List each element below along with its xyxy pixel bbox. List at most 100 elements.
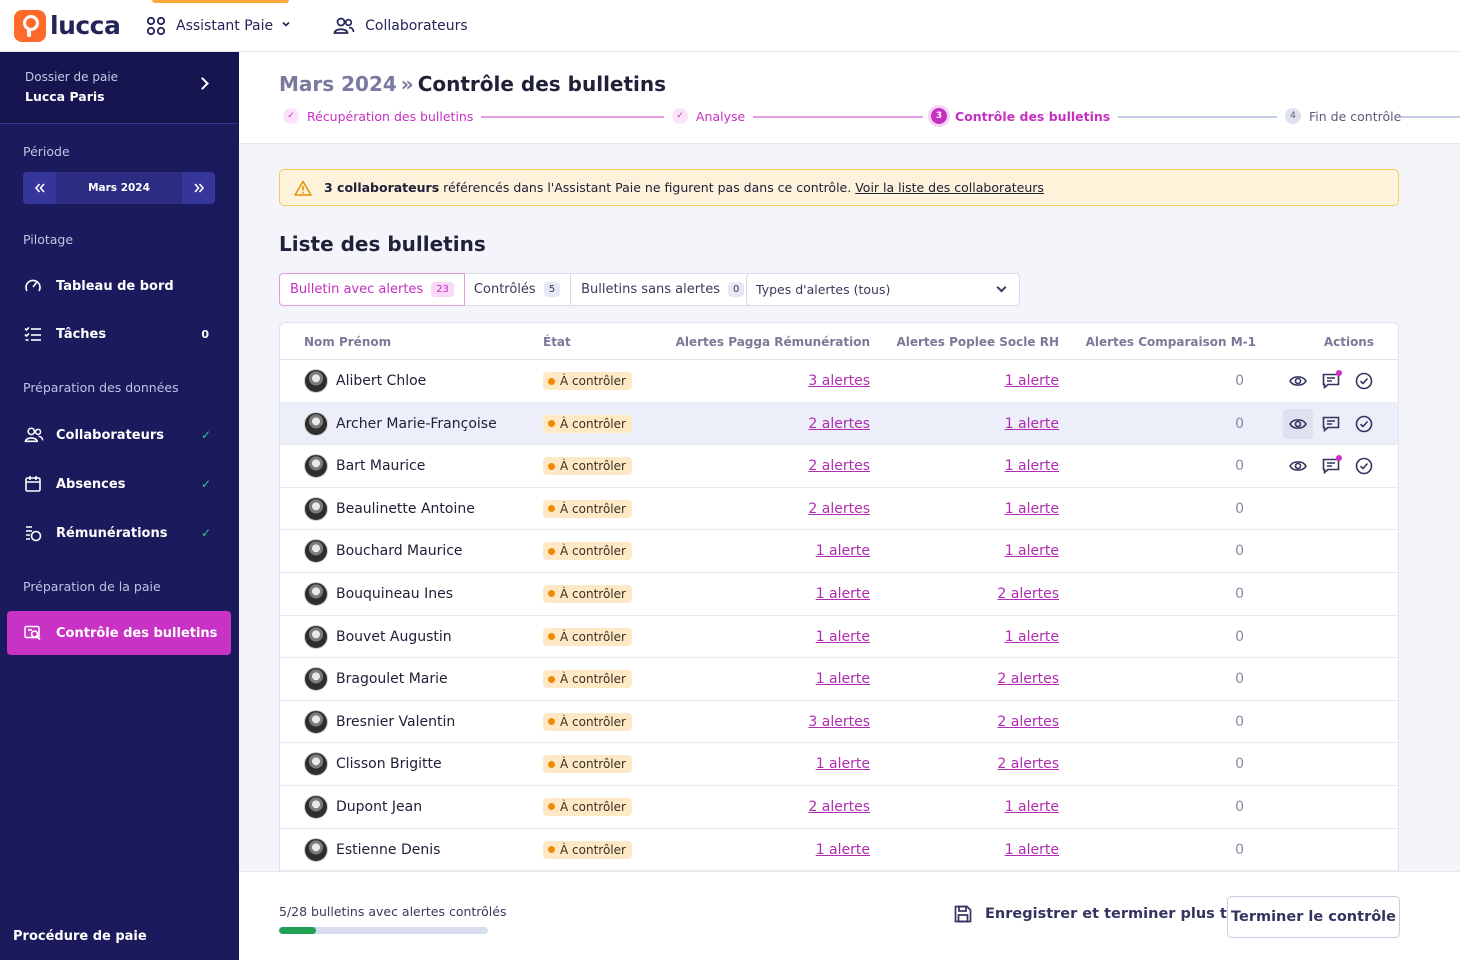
previous-period-button[interactable] bbox=[23, 172, 56, 204]
sidebar-item-collaborateurs[interactable]: Collaborateurs ✓ bbox=[7, 413, 231, 457]
nav-collaborateurs[interactable]: Collaborateurs bbox=[319, 0, 482, 52]
table-row[interactable]: Estienne Denis À contrôler 1 alerte 1 alert… bbox=[280, 829, 1398, 871]
pagga-alerts-link[interactable]: 3 alertes bbox=[808, 373, 870, 389]
comparison-cell: 0 bbox=[1235, 530, 1244, 572]
tab-bulletins-sans-alertes[interactable]: Bulletins sans alertes 0 bbox=[571, 274, 754, 305]
sidebar-item-remunerations[interactable]: Rémunérations ✓ bbox=[7, 511, 231, 555]
employee-cell: Bragoulet Marie bbox=[304, 658, 448, 700]
tab-controles[interactable]: Contrôlés 5 bbox=[464, 274, 572, 305]
finish-control-button[interactable]: Terminer le contrôle bbox=[1227, 896, 1400, 938]
mark-controlled-button[interactable] bbox=[1349, 451, 1379, 481]
poplee-alerts-link[interactable]: 1 alerte bbox=[1004, 415, 1059, 432]
step-recuperation[interactable]: ✓ Récupération des bulletins bbox=[283, 108, 482, 124]
poplee-alerts-link[interactable]: 1 alerte bbox=[1004, 500, 1059, 517]
poplee-alerts-link[interactable]: 1 alerte bbox=[1004, 628, 1059, 645]
period-value[interactable]: Mars 2024 bbox=[88, 182, 150, 194]
procedure-de-paie-link[interactable]: Procédure de paie bbox=[13, 929, 147, 944]
step-controle[interactable]: 3 Contrôle des bulletins bbox=[923, 108, 1119, 124]
table-row[interactable]: Bragoulet Marie À contrôler 1 alerte 2 aler… bbox=[280, 658, 1398, 701]
comment-button[interactable] bbox=[1316, 451, 1346, 481]
pagga-alerts-link[interactable]: 3 alertes bbox=[808, 713, 870, 730]
poplee-cell: 1 alerte bbox=[1005, 403, 1059, 445]
avatar bbox=[304, 581, 328, 606]
poplee-alerts-link[interactable]: 1 alerte bbox=[1004, 841, 1059, 858]
table-row[interactable]: Bresnier Valentin À contrôler 3 alertes 2 a… bbox=[280, 701, 1398, 744]
poplee-alerts-link[interactable]: 1 alerte bbox=[1004, 543, 1059, 560]
view-payslip-button[interactable] bbox=[1283, 366, 1313, 396]
poplee-alerts-link[interactable]: 2 alertes bbox=[997, 585, 1059, 602]
table-row[interactable]: Beaulinette Antoine À contrôler 2 alertes 1… bbox=[280, 488, 1398, 531]
pagga-alerts-link[interactable]: 1 alerte bbox=[815, 841, 870, 858]
lucca-logo[interactable]: lucca bbox=[14, 9, 132, 42]
table-row[interactable]: Clisson Brigitte À contrôler 1 alerte 2 ale… bbox=[280, 743, 1398, 786]
sidebar-item-controle-bulletins[interactable]: Contrôle des bulletins bbox=[7, 611, 231, 655]
poplee-alerts-link[interactable]: 1 alerte bbox=[1004, 798, 1059, 815]
sidebar-item-absences[interactable]: Absences ✓ bbox=[7, 462, 231, 506]
table-row[interactable]: Bouvet Augustin À contrôler 1 alerte 1 aler… bbox=[280, 616, 1398, 659]
next-period-button[interactable] bbox=[182, 172, 215, 204]
employee-name: Bouchard Maurice bbox=[336, 543, 463, 560]
employee-name: Archer Marie-Françoise bbox=[336, 415, 497, 432]
pagga-alerts-link[interactable]: 2 alertes bbox=[808, 500, 870, 517]
comment-icon bbox=[1322, 416, 1340, 432]
pagga-alerts-link[interactable]: 1 alerte bbox=[815, 628, 870, 645]
pagga-alerts-link[interactable]: 2 alertes bbox=[808, 458, 870, 475]
comparison-cell: 0 bbox=[1235, 658, 1244, 700]
table-row[interactable]: Bouchard Maurice À contrôler 1 alerte 1 ale… bbox=[280, 530, 1398, 573]
double-chevron-right-icon bbox=[193, 183, 204, 193]
comment-button[interactable] bbox=[1316, 409, 1346, 439]
employee-name: Dupont Jean bbox=[336, 798, 423, 815]
column-comparison[interactable]: Alertes Comparaison M-1 bbox=[1085, 335, 1256, 349]
table-row[interactable]: Bouquineau Ines À contrôler 1 alerte 2 aler… bbox=[280, 573, 1398, 616]
section-preparation-paie: Préparation de la paie bbox=[23, 579, 161, 594]
pagga-alerts-link[interactable]: 1 alerte bbox=[815, 756, 870, 773]
view-employees-link[interactable]: Voir la liste des collaborateurs bbox=[855, 180, 1044, 195]
save-and-finish-later-button[interactable]: Enregistrer et terminer plus tard bbox=[953, 904, 1254, 924]
avatar bbox=[304, 709, 328, 734]
comment-button[interactable] bbox=[1316, 366, 1346, 396]
sidebar-item-taches[interactable]: Tâches 0 bbox=[7, 312, 231, 356]
users-icon bbox=[333, 16, 355, 36]
sidebar-item-tableau-de-bord[interactable]: Tableau de bord bbox=[7, 264, 231, 308]
pagga-alerts-link[interactable]: 1 alerte bbox=[815, 543, 870, 560]
sidebar-item-label: Contrôle des bulletins bbox=[56, 625, 218, 641]
pagga-alerts-link[interactable]: 2 alertes bbox=[808, 798, 870, 815]
nav-assistant-paie[interactable]: Assistant Paie bbox=[132, 0, 305, 52]
poplee-alerts-link[interactable]: 2 alertes bbox=[997, 756, 1059, 773]
step-fin-controle[interactable]: 4 Fin de contrôle bbox=[1277, 108, 1402, 124]
table-row[interactable]: Alibert Chloe À contrôler 3 alertes 1 alert… bbox=[280, 360, 1398, 403]
view-payslip-button[interactable] bbox=[1283, 408, 1313, 439]
status-dot-icon bbox=[548, 675, 555, 683]
employee-cell: Archer Marie-Françoise bbox=[304, 403, 497, 445]
column-pagga[interactable]: Alertes Pagga Rémunération bbox=[675, 335, 870, 349]
table-row[interactable]: Bart Maurice À contrôler 2 alertes 1 alerte… bbox=[280, 445, 1398, 488]
check-icon: ✓ bbox=[200, 428, 211, 442]
pagga-cell: 1 alerte bbox=[816, 616, 870, 658]
column-name[interactable]: Nom Prénom bbox=[304, 335, 392, 349]
table-row[interactable]: Archer Marie-Françoise À contrôler 2 alert… bbox=[280, 402, 1398, 446]
breadcrumb-period[interactable]: Mars 2024 bbox=[279, 72, 397, 96]
column-poplee[interactable]: Alertes Poplee Socle RH bbox=[896, 335, 1059, 349]
pagga-alerts-link[interactable]: 2 alertes bbox=[808, 415, 870, 432]
pagga-cell: 1 alerte bbox=[816, 658, 870, 700]
table-row[interactable]: Dupont Jean À contrôler 2 alertes 1 alerte 0 bbox=[280, 786, 1398, 829]
payroll-folder-selector[interactable]: Dossier de paie Lucca Paris bbox=[0, 52, 239, 124]
pagga-alerts-link[interactable]: 1 alerte bbox=[815, 671, 870, 688]
view-payslip-button[interactable] bbox=[1283, 451, 1313, 481]
step-analyse[interactable]: ✓ Analyse bbox=[664, 108, 754, 124]
poplee-alerts-link[interactable]: 2 alertes bbox=[997, 713, 1059, 730]
breadcrumb-separator: » bbox=[400, 72, 414, 96]
state-cell: À contrôler bbox=[543, 488, 632, 530]
poplee-alerts-link[interactable]: 1 alerte bbox=[1004, 373, 1059, 389]
mark-controlled-button[interactable] bbox=[1349, 409, 1379, 439]
poplee-alerts-link[interactable]: 1 alerte bbox=[1004, 458, 1059, 475]
chevron-down-icon bbox=[996, 282, 1007, 293]
mark-controlled-button[interactable] bbox=[1349, 366, 1379, 396]
poplee-alerts-link[interactable]: 2 alertes bbox=[997, 671, 1059, 688]
pagga-alerts-link[interactable]: 1 alerte bbox=[815, 585, 870, 602]
pagga-cell: 3 alertes bbox=[808, 701, 870, 743]
tab-bulletins-avec-alertes[interactable]: Bulletin avec alertes 23 bbox=[279, 273, 465, 306]
alert-type-select[interactable]: Types d'alertes (tous) bbox=[746, 273, 1020, 306]
tab-label: Contrôlés bbox=[473, 282, 536, 297]
column-state[interactable]: État bbox=[543, 335, 571, 349]
